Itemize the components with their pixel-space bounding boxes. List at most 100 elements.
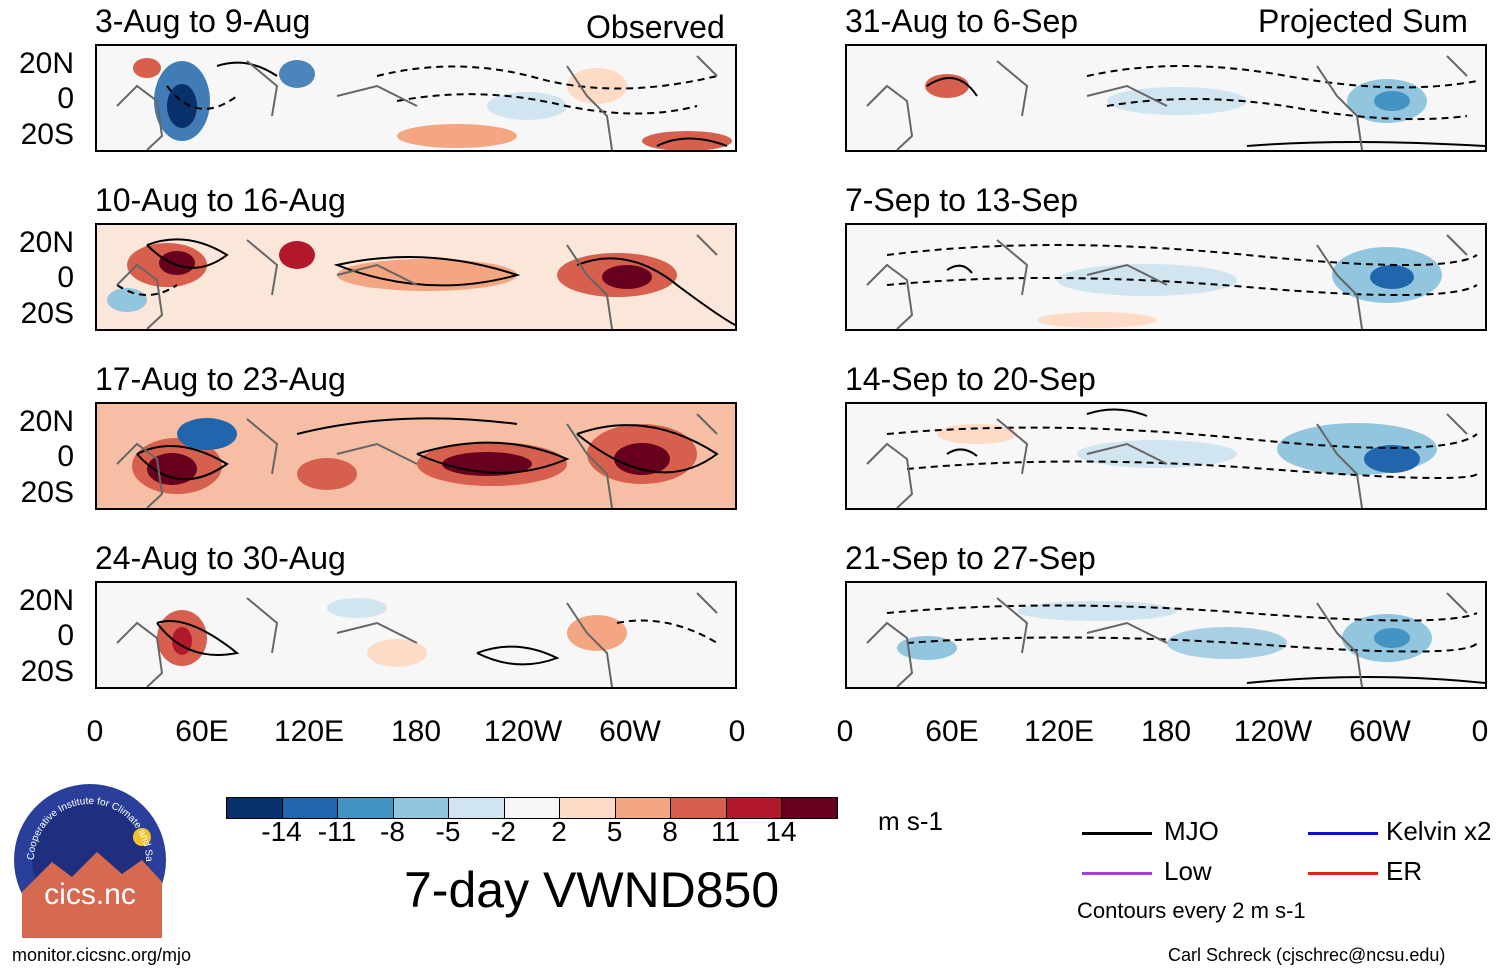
- colorbar-tick-label: 14: [765, 816, 797, 847]
- contour-line: [946, 448, 978, 457]
- coastline: [866, 55, 1468, 150]
- neg-anomaly: [1077, 440, 1237, 468]
- map-panel-proj-1: [845, 44, 1487, 152]
- pos-anomaly: [297, 458, 357, 490]
- contour-line: [166, 85, 238, 110]
- pos-anomaly: [133, 58, 161, 78]
- panel-title-obs-3: 17-Aug to 23-Aug: [95, 361, 346, 397]
- contour-line: [576, 424, 719, 474]
- colorbar-tick-label: 5: [606, 816, 623, 847]
- contour-line: [476, 645, 560, 666]
- panel-title-proj-2: 7-Sep to 13-Sep: [845, 182, 1079, 218]
- neg-anomaly-core: [1374, 91, 1410, 111]
- contour-line: [416, 441, 570, 474]
- neg-anomaly: [487, 92, 567, 120]
- contour-line: [1106, 98, 1468, 121]
- cics-logo: cics.nc Cooperative Institute for Climat…: [9, 774, 168, 938]
- pos-anomaly-core: [614, 443, 670, 475]
- colorbar-swatch: [781, 797, 838, 819]
- legend-line-er: [1308, 872, 1378, 875]
- contour-line: [886, 244, 1478, 266]
- colorbar-tick-label: -5: [435, 816, 461, 847]
- contour-line: [396, 93, 698, 115]
- contour-line: [906, 636, 1478, 653]
- pos-anomaly: [1037, 312, 1157, 328]
- colorbar-tick-label: -8: [380, 816, 405, 847]
- legend-label-low: Low: [1164, 856, 1212, 886]
- neg-anomaly-core: [1370, 265, 1414, 289]
- coastline: [866, 413, 1468, 508]
- footer-credit: Carl Schreck (cjschrec@ncsu.edu): [1168, 945, 1446, 965]
- pos-anomaly: [367, 639, 427, 667]
- coastline: [116, 55, 718, 150]
- neg-anomaly: [327, 598, 387, 618]
- map-panel-proj-3: [845, 402, 1487, 510]
- legend-line-mjo: [1082, 832, 1152, 835]
- legend-label-mjo: MJO: [1164, 816, 1219, 846]
- contour-line: [156, 620, 240, 656]
- projected-sum-label: Projected Sum: [1258, 3, 1468, 39]
- colorbar-tick-label: -2: [491, 816, 516, 847]
- contour-line: [886, 604, 1478, 622]
- neg-anomaly: [1057, 264, 1237, 296]
- map-panel-obs-3: [95, 402, 737, 510]
- contour-line: [296, 417, 518, 435]
- map-panel-obs-2: [95, 223, 737, 331]
- contour-line: [146, 238, 229, 269]
- legend-line-kelvin: [1308, 832, 1378, 835]
- map-panel-obs-4: [95, 581, 737, 689]
- contour-line: [216, 61, 278, 77]
- logo-text: cics.nc: [44, 878, 136, 911]
- contour-line: [136, 445, 229, 481]
- panel-title-obs-2: 10-Aug to 16-Aug: [95, 182, 346, 218]
- pos-anomaly: [567, 615, 627, 651]
- map-panel-obs-1: [95, 44, 737, 152]
- contour-line: [576, 257, 735, 326]
- observed-label: Observed: [586, 9, 725, 45]
- contour-line: [946, 264, 973, 274]
- map-panel-proj-2: [845, 223, 1487, 331]
- contour-line: [333, 256, 521, 287]
- pos-anomaly: [397, 124, 517, 148]
- legend-label-kelvin: Kelvin x2: [1386, 816, 1492, 846]
- neg-anomaly-core: [1364, 445, 1420, 473]
- coastline: [866, 234, 1468, 329]
- neg-anomaly: [177, 418, 237, 450]
- contour-note: Contours every 2 m s-1: [1077, 898, 1306, 923]
- contour-line: [376, 65, 718, 90]
- colorbar-tick-label: 11: [710, 816, 741, 847]
- pos-anomaly: [279, 241, 315, 269]
- coastline: [116, 413, 718, 508]
- legend-line-low: [1082, 872, 1152, 875]
- contour-line: [116, 284, 178, 296]
- panel-title-proj-4: 21-Sep to 27-Sep: [845, 540, 1096, 576]
- contour-line: [1246, 141, 1485, 147]
- panel-title-obs-1: 3-Aug to 9-Aug: [95, 3, 311, 39]
- colorbar-tick-label: 2: [551, 816, 567, 847]
- pos-anomaly-core: [159, 251, 195, 275]
- pos-anomaly: [642, 131, 732, 150]
- contour-line: [1086, 408, 1148, 417]
- colorbar-tick-label: -14: [261, 816, 302, 847]
- colorbar-tick-label: 8: [662, 816, 678, 847]
- legend-label-er: ER: [1386, 856, 1423, 886]
- coastline: [116, 234, 718, 329]
- neg-anomaly: [1167, 627, 1287, 659]
- neg-anomaly: [279, 60, 315, 88]
- main-title: 7-day VWND850: [404, 862, 780, 918]
- neg-anomaly: [1017, 601, 1177, 621]
- map-panel-proj-4: [845, 581, 1487, 689]
- contour-line: [616, 619, 718, 644]
- coastline: [116, 592, 718, 687]
- neg-anomaly: [1107, 87, 1247, 115]
- contour-line: [886, 426, 1478, 449]
- colorbar-units: m s-1: [878, 806, 943, 836]
- contour-line: [1086, 65, 1478, 89]
- contour-line: [1246, 676, 1485, 684]
- footer-url: monitor.cicsnc.org/mjo: [12, 945, 192, 965]
- neg-anomaly-core: [167, 84, 197, 128]
- panel-title-proj-3: 14-Sep to 20-Sep: [845, 361, 1096, 397]
- panel-title-obs-4: 24-Aug to 30-Aug: [95, 540, 346, 576]
- contour-line: [886, 276, 1478, 296]
- contour-line: [656, 137, 728, 147]
